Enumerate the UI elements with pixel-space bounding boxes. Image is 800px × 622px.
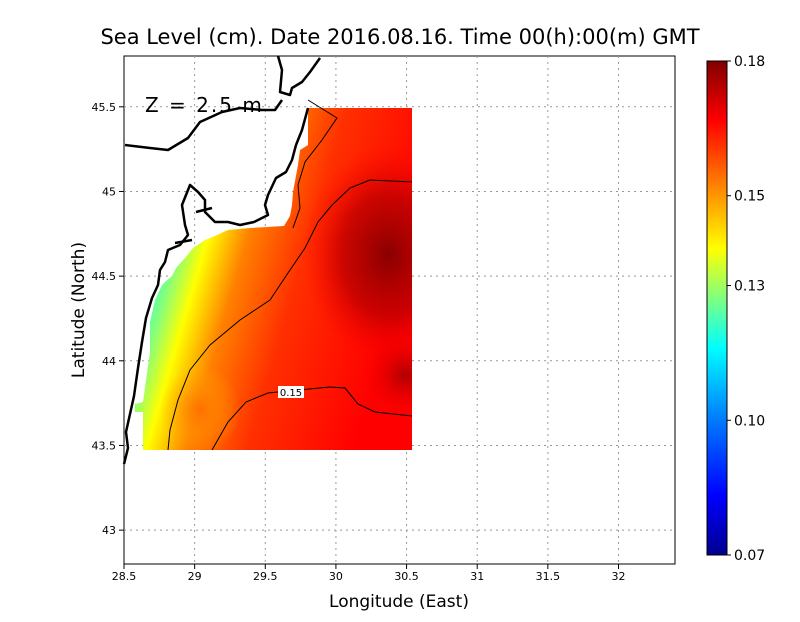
x-tick-label: 31 bbox=[470, 570, 484, 583]
y-axis-ticks: 43 43.5 44 44.5 45 45.5 bbox=[92, 101, 124, 537]
y-tick-label: 43 bbox=[102, 524, 116, 537]
x-tick-label: 32 bbox=[611, 570, 625, 583]
colorbar-tick-label: 0.10 bbox=[734, 413, 765, 429]
colorbar-tick-label: 0.18 bbox=[734, 54, 765, 70]
x-tick-label: 31.5 bbox=[536, 570, 561, 583]
y-axis-label: Latitude (North) bbox=[69, 242, 89, 378]
y-tick-label: 44 bbox=[102, 355, 116, 368]
x-tick-label: 30.5 bbox=[394, 570, 419, 583]
contour-line-outer bbox=[292, 99, 338, 229]
y-tick-label: 44.5 bbox=[92, 270, 117, 283]
x-axis-ticks: 28.5 29 29.5 30 30.5 31 31.5 32 bbox=[112, 564, 625, 583]
contour-lines bbox=[167, 99, 413, 451]
x-tick-label: 30 bbox=[329, 570, 343, 583]
x-tick-label: 29.5 bbox=[253, 570, 278, 583]
contour-line-inner bbox=[167, 179, 413, 451]
contour-line-015 bbox=[211, 386, 413, 451]
x-tick-label: 28.5 bbox=[112, 570, 137, 583]
chart-title: Sea Level (cm). Date 2016.08.16. Time 00… bbox=[100, 25, 699, 49]
contour-label: 0.15 bbox=[280, 388, 302, 399]
x-axis-label: Longitude (East) bbox=[329, 592, 469, 612]
colorbar-tick-label: 0.13 bbox=[734, 279, 765, 295]
colorbar-ticks: 0.18 0.15 0.13 0.10 0.07 bbox=[727, 54, 765, 564]
coastline bbox=[122, 55, 322, 465]
y-tick-label: 45 bbox=[102, 185, 116, 198]
colorbar bbox=[706, 60, 728, 556]
y-tick-label: 45.5 bbox=[92, 101, 117, 114]
colorbar-tick-label: 0.07 bbox=[734, 548, 765, 564]
colorbar-tick-label: 0.15 bbox=[734, 189, 765, 205]
depth-label: Z = 2.5 m bbox=[145, 93, 264, 117]
y-tick-label: 43.5 bbox=[92, 439, 117, 452]
x-tick-label: 29 bbox=[188, 570, 202, 583]
